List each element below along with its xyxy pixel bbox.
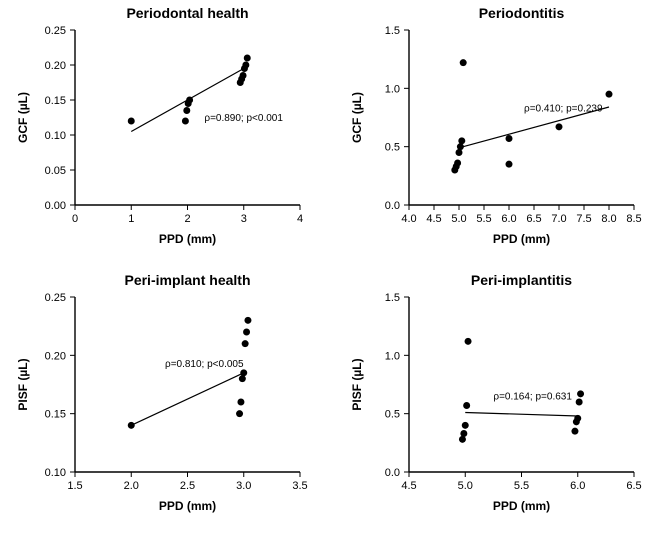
data-point <box>244 317 251 324</box>
x-tick-label: 2.5 <box>180 480 195 492</box>
data-point <box>182 118 189 125</box>
x-tick-label: 5.5 <box>476 213 491 225</box>
x-axis-label: PPD (mm) <box>493 232 550 246</box>
y-tick-label: 0.5 <box>385 142 400 154</box>
data-point <box>462 422 469 429</box>
data-point <box>236 410 243 417</box>
y-tick-label: 0.0 <box>385 200 400 212</box>
data-point <box>242 340 249 347</box>
chart-title: Peri-implant health <box>124 272 250 288</box>
x-tick-label: 3.0 <box>236 480 251 492</box>
y-tick-label: 0.20 <box>45 60 66 72</box>
x-tick-label: 4 <box>297 213 303 225</box>
data-point <box>454 160 461 167</box>
panel-periodontal-health: Periodontal health 0 1 2 3 4 0.00 0.05 0.10 0.15 0… <box>0 0 334 267</box>
data-point <box>460 430 467 437</box>
y-tick-label: 1.5 <box>385 25 400 37</box>
y-tick-label: 0.05 <box>45 165 66 177</box>
data-point <box>240 369 247 376</box>
chart-title: Periodontal health <box>126 5 248 21</box>
x-axis-label: PPD (mm) <box>493 499 550 513</box>
stat-annotation: ρ=0.164; p=0.631 <box>493 392 572 403</box>
data-point <box>556 123 563 130</box>
x-tick-label: 2 <box>184 213 190 225</box>
data-point <box>576 399 583 406</box>
x-tick-label: 4.5 <box>426 213 441 225</box>
data-point <box>459 436 466 443</box>
fit-line <box>465 413 578 417</box>
x-tick-label: 8.5 <box>626 213 641 225</box>
data-point <box>457 143 464 150</box>
x-tick-label: 3 <box>241 213 247 225</box>
y-tick-label: 0.15 <box>45 409 66 421</box>
y-tick-label: 0.25 <box>45 292 66 304</box>
data-point <box>239 375 246 382</box>
x-tick-label: 2.0 <box>124 480 139 492</box>
x-tick-label: 5.5 <box>514 480 529 492</box>
x-tick-label: 1.5 <box>67 480 82 492</box>
data-point <box>506 161 513 168</box>
x-axis-label: PPD (mm) <box>159 232 216 246</box>
y-tick-label: 0.10 <box>45 467 66 479</box>
data-point <box>460 59 467 66</box>
panel-peri-implantitis: Peri-implantitis 4.5 5.0 5.5 6.0 6.5 0.0 0.5 1.0… <box>334 267 668 534</box>
x-tick-label: 5.0 <box>451 213 466 225</box>
chart-grid: Periodontal health 0 1 2 3 4 0.00 0.05 0.10 0.15 0… <box>0 0 668 534</box>
x-tick-label: 5.0 <box>458 480 473 492</box>
x-tick-label: 6.5 <box>626 480 641 492</box>
data-point <box>458 137 465 144</box>
y-tick-label: 0.20 <box>45 350 66 362</box>
data-point <box>242 62 249 69</box>
x-tick-label: 4.0 <box>401 213 416 225</box>
x-tick-label: 6.0 <box>501 213 516 225</box>
y-tick-label: 1.0 <box>385 83 400 95</box>
x-tick-label: 0 <box>72 213 78 225</box>
data-point <box>243 329 250 336</box>
data-point <box>186 97 193 104</box>
data-point <box>574 415 581 422</box>
data-point <box>606 91 613 98</box>
x-tick-label: 7.0 <box>551 213 566 225</box>
x-axis-label: PPD (mm) <box>159 499 216 513</box>
x-tick-label: 6.5 <box>526 213 541 225</box>
data-point <box>244 55 251 62</box>
y-tick-label: 0.10 <box>45 130 66 142</box>
x-tick-label: 3.5 <box>292 480 307 492</box>
data-point <box>128 422 135 429</box>
data-point <box>237 399 244 406</box>
data-point <box>506 135 513 142</box>
y-axis-label: GCF (µL) <box>16 92 30 143</box>
y-axis-label: GCF (µL) <box>350 92 364 143</box>
chart-title: Peri-implantitis <box>471 272 572 288</box>
y-tick-label: 0.25 <box>45 25 66 37</box>
y-tick-label: 0.15 <box>45 95 66 107</box>
stat-annotation: ρ=0.410; p=0.239 <box>524 104 603 115</box>
stat-annotation: ρ=0.810; p<0.005 <box>165 359 244 370</box>
data-point <box>571 428 578 435</box>
data-point <box>240 72 247 79</box>
y-tick-label: 1.0 <box>385 350 400 362</box>
data-point <box>463 402 470 409</box>
y-tick-label: 0.00 <box>45 200 66 212</box>
y-tick-label: 0.0 <box>385 467 400 479</box>
panel-periodontitis: Periodontitis 4.0 4.5 5.0 5.5 6.0 6.5 7.0 7.5 8.0… <box>334 0 668 267</box>
x-tick-label: 1 <box>128 213 134 225</box>
y-axis-label: PISF (µL) <box>350 358 364 410</box>
x-tick-label: 4.5 <box>401 480 416 492</box>
data-point <box>128 118 135 125</box>
data-point <box>456 149 463 156</box>
x-tick-label: 8.0 <box>601 213 616 225</box>
y-tick-label: 1.5 <box>385 292 400 304</box>
x-tick-label: 6.0 <box>570 480 585 492</box>
x-tick-label: 7.5 <box>576 213 591 225</box>
data-point <box>183 107 190 114</box>
stat-annotation: ρ=0.890; p<0.001 <box>204 113 283 124</box>
panel-peri-implant-health: Peri-implant health 1.5 2.0 2.5 3.0 3.5 0.10 0.… <box>0 267 334 534</box>
fit-line <box>131 373 244 425</box>
data-point <box>577 390 584 397</box>
y-axis-label: PISF (µL) <box>16 358 30 410</box>
chart-title: Periodontitis <box>479 5 565 21</box>
y-tick-label: 0.5 <box>385 409 400 421</box>
data-point <box>465 338 472 345</box>
